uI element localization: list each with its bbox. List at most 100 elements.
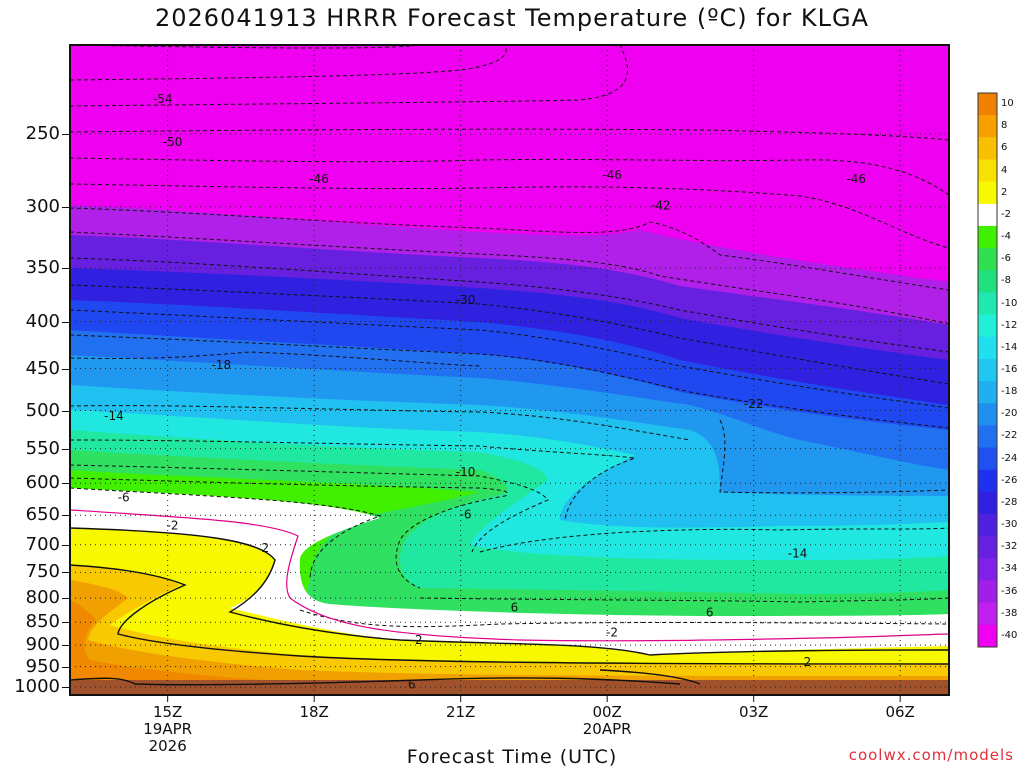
colorbar-label: -38 [1001,607,1018,619]
y-tick-label: 1000 [14,676,60,698]
colorbar-label: -4 [1001,231,1011,243]
x-tick-date: 20APR [582,720,632,738]
colorbar-label: -28 [1001,496,1018,508]
contour-label: 2 [262,541,270,555]
x-tick-date: 19APR [143,720,193,738]
colorbar-label: -24 [1001,452,1018,464]
colorbar-swatch [978,536,997,559]
x-tick-label: 03Z [714,704,794,721]
y-tick-mark [62,483,69,485]
x-tick-time: 15Z [152,703,183,721]
contour-label: -10 [456,465,476,479]
colorbar-swatch [978,514,997,537]
y-tick-label: 600 [25,472,60,494]
x-tick-label: 06Z [860,704,940,721]
x-tick-time: 21Z [445,703,476,721]
colorbar-label: 8 [1001,120,1008,132]
colorbar-swatch [978,381,997,404]
colorbar-swatch [978,491,997,515]
colorbar-label: -18 [1001,386,1018,398]
colorbar-label: -30 [1001,519,1018,531]
colorbar-label: -6 [1001,253,1011,265]
contour-label: -2 [411,633,423,647]
colorbar-swatch [978,270,997,293]
colorbar-swatch [978,580,997,604]
colorbar-swatch [978,203,997,227]
zero-isotherm-line [70,509,949,642]
y-tick-label: 850 [25,611,60,633]
colorbar-swatch [978,558,997,582]
y-tick-label: 650 [25,504,60,526]
contour-label: -46 [846,172,866,186]
isotherm-lines [70,45,949,628]
x-tick-label: 15Z 19APR 2026 [128,704,208,755]
y-tick-label: 400 [25,310,60,332]
colorbar-swatch [978,137,997,160]
y-tick-label: 800 [25,587,60,609]
colorbar-swatch [978,292,997,316]
colorbar-frame [977,92,998,648]
x-tick-marks [167,695,901,702]
y-tick-mark [62,134,69,136]
colorbar-label: -2 [1001,208,1011,220]
contour-label: 6 [511,600,519,614]
contour-label: -30 [456,293,476,307]
contour-label: -6 [460,508,472,522]
colorbar-label: -40 [1001,629,1018,641]
x-tick-label: 18Z [274,704,354,721]
colorbar-swatch [978,336,997,360]
ground-fill [70,680,949,695]
colorbar-label: -10 [1001,297,1018,309]
colorbar-label: -16 [1001,364,1018,375]
y-tick-label: 700 [25,533,60,555]
colorbar-label: -34 [1001,563,1018,575]
chart-title: 2026041913 HRRR Forecast Temperature (ºC… [154,4,870,32]
y-tick-mark [62,598,69,600]
band-gold [70,565,949,690]
y-tick-mark [62,645,69,647]
band-yellow [70,528,949,690]
contour-label: -18 [212,358,232,372]
y-tick-mark [62,622,69,624]
y-tick-mark [62,687,69,689]
colorbar-swatch [978,314,997,338]
x-tick-label: 21Z [421,704,501,721]
colorbar-swatch [978,469,997,493]
colorbar-label: -22 [1001,430,1018,442]
colorbar-swatch [978,159,997,183]
contour-labels: -54-50-46 -46 -46-42-30-22-18-14-14-10-6-6… [104,92,866,691]
contour-label: 2 [804,655,812,669]
colorbar-label: -14 [1001,341,1018,353]
colorbar-swatch [978,403,997,426]
y-tick-mark [62,666,69,668]
positive-isotherm-lines [70,527,949,686]
contour-label: -54 [153,92,173,106]
colorbar-swatch [978,115,997,138]
y-tick-label: 750 [25,561,60,583]
y-tick-label: 350 [25,257,60,279]
colorbar-label: -8 [1001,275,1011,287]
contour-label: -42 [651,198,671,212]
colorbar-swatch [978,425,997,449]
colorbar-label: 4 [1001,164,1008,176]
y-tick-label: 250 [25,123,60,145]
colorbar-swatch [978,602,997,626]
y-tick-mark [62,268,69,270]
y-tick-mark [62,321,69,323]
contour-label: -6 [118,491,130,505]
colorbar-label: 10 [1001,98,1014,110]
colorbar-swatch [978,248,997,271]
colorbar-swatch [978,181,997,205]
colorbar-swatch [978,447,997,471]
y-tick-label: 500 [25,399,60,421]
colorbar-label: 2 [1001,186,1008,198]
x-axis-title: Forecast Time (UTC) [406,746,618,768]
y-tick-label: 450 [25,357,60,379]
y-tick-mark [62,515,69,517]
y-tick-label: 300 [25,195,60,217]
colorbar-label: 6 [1001,142,1008,154]
credit-link[interactable]: coolwx.com/models [848,746,1014,764]
x-tick-time: 18Z [299,703,329,721]
contour-label: -50 [163,135,183,149]
x-tick-time: 03Z [738,703,769,721]
